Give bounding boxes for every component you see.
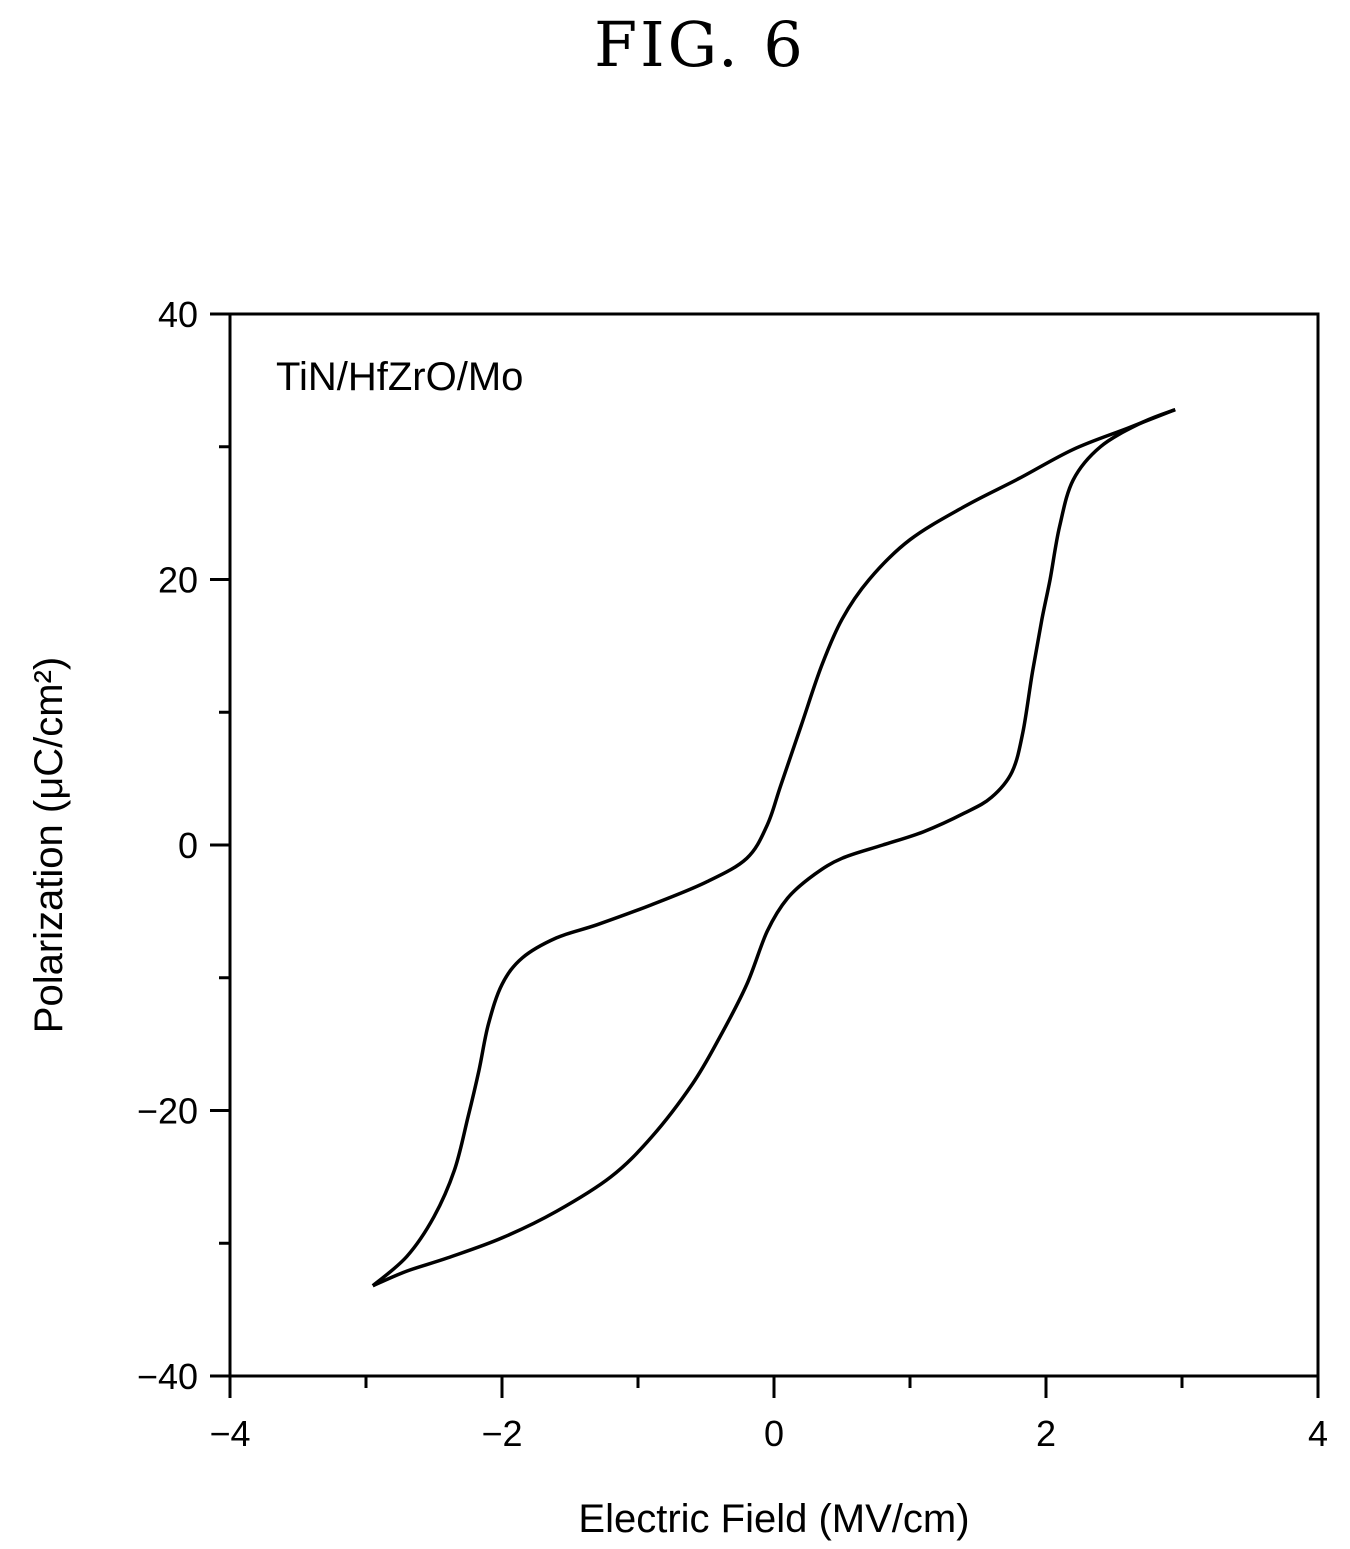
x-axis-label: Electric Field (MV/cm) [578, 1497, 969, 1541]
x-tick-label: −2 [481, 1413, 522, 1454]
hysteresis-loop [371, 407, 1176, 1288]
x-tick-label: 4 [1308, 1413, 1328, 1454]
figure-label: FIG. 6 [594, 8, 806, 81]
x-tick-label: 2 [1036, 1413, 1056, 1454]
sample-annotation: TiN/HfZrO/Mo [276, 355, 523, 399]
descending-branch-line [371, 407, 1176, 1288]
y-tick-label: −20 [137, 1091, 198, 1132]
x-tick-label: 0 [764, 1413, 784, 1454]
x-tick-label: −4 [209, 1413, 250, 1454]
y-tick-label: 40 [158, 294, 198, 335]
y-axis-label: Polarization (μC/cm²) [27, 657, 71, 1033]
plot-frame [228, 312, 1320, 1378]
axis-ticks [210, 312, 1320, 1398]
y-tick-label: −40 [137, 1356, 198, 1397]
y-tick-label: 0 [178, 825, 198, 866]
ascending-branch-line [372, 407, 1176, 1288]
y-tick-label: 20 [158, 560, 198, 601]
